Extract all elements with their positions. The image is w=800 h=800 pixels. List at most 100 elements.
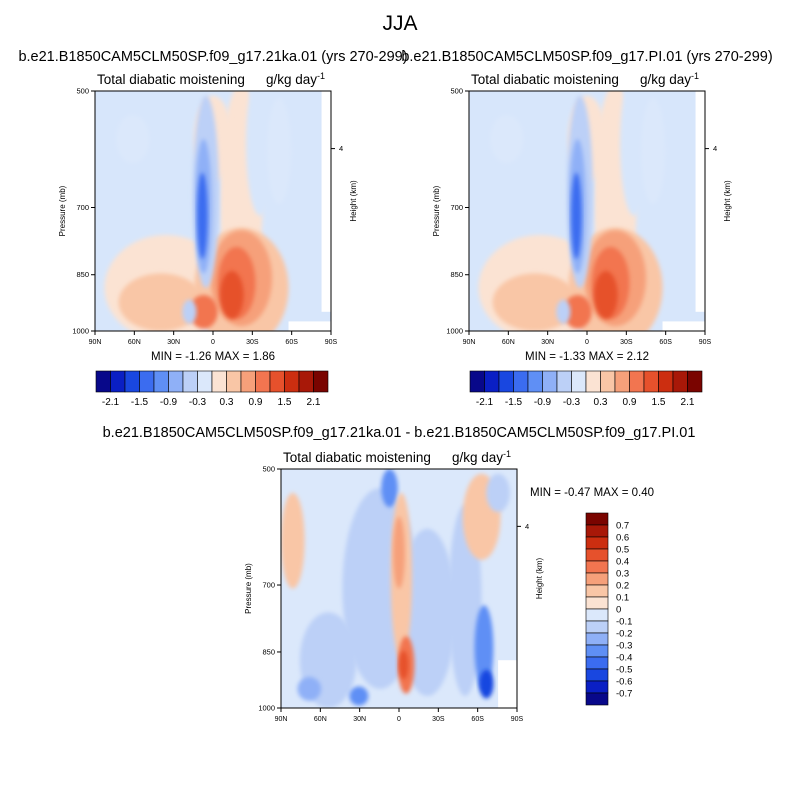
y-tick-label: 1000 [446, 327, 463, 336]
y-axis-label: Pressure (mb) [432, 185, 441, 236]
y-tick-label: 850 [76, 270, 89, 279]
colorbar-label: 0.9 [249, 397, 263, 408]
colorbar-swatch [182, 370, 198, 393]
colorbar-label: 0.3 [616, 569, 629, 580]
y-tick-label: 700 [262, 581, 275, 590]
colorbar-label: 2.1 [307, 397, 321, 408]
units-label: g/kg day-1 [266, 71, 325, 87]
units-label: g/kg day-1 [640, 71, 699, 87]
colorbar-swatch [658, 370, 674, 393]
colorbar-label: -0.4 [616, 653, 632, 664]
colorbar-swatch [139, 370, 155, 393]
colorbar-swatch [513, 370, 529, 393]
x-tick-label: 60S [659, 339, 672, 346]
x-tick-label: 60S [285, 339, 298, 346]
colorbar-swatch [585, 608, 609, 622]
height-tick-label: 4 [339, 144, 343, 153]
colorbar-swatch [498, 370, 514, 393]
colorbar-label: -0.3 [616, 641, 632, 652]
colorbar-swatch [643, 370, 659, 393]
colorbar-label: 0.1 [616, 593, 629, 604]
colorbar-swatch [585, 692, 609, 706]
colorbar-swatch [585, 668, 609, 682]
colorbar-label: 0.7 [616, 521, 629, 532]
x-tick-label: 90N [89, 339, 102, 346]
colorbar-label: -0.6 [616, 677, 632, 688]
min-max-label: MIN = -1.33 MAX = 2.12 [525, 351, 649, 363]
x-tick-label: 90S [699, 339, 712, 346]
colorbar-label: -0.3 [563, 397, 581, 408]
y-tick-label: 500 [76, 87, 89, 96]
x-tick-label: 0 [211, 339, 215, 346]
y-tick-label: 850 [450, 270, 463, 279]
colorbar-swatch [614, 370, 630, 393]
colorbar-swatch [629, 370, 645, 393]
colorbar-label: 0.3 [594, 397, 608, 408]
units-label: g/kg day-1 [452, 449, 511, 465]
colorbar-label: 1.5 [652, 397, 666, 408]
chart-panel-3: b.e21.B1850CAM5CLM50SP.f09_g17.21ka.01 -… [103, 425, 696, 723]
x-tick-label: 60N [314, 716, 327, 723]
chart-title: b.e21.B1850CAM5CLM50SP.f09_g17.21ka.01 (… [18, 49, 407, 65]
y-axis-label: Pressure (mb) [244, 563, 253, 614]
colorbar-label: -1.5 [505, 397, 523, 408]
x-tick-label: 60N [128, 339, 141, 346]
colorbar-label: -0.9 [160, 397, 178, 408]
colorbar-label: -2.1 [476, 397, 494, 408]
colorbar-label: -0.1 [616, 617, 632, 628]
colorbar-swatch [313, 370, 329, 393]
chart-panel-1: b.e21.B1850CAM5CLM50SP.f09_g17.21ka.01 (… [18, 49, 407, 408]
y-tick-label: 1000 [258, 704, 275, 713]
colorbar-swatch [585, 656, 609, 670]
colorbar-swatch [197, 370, 213, 393]
colorbar-swatch [226, 370, 242, 393]
x-tick-label: 90N [275, 716, 288, 723]
colorbar: -2.1 -1.5 -0.9 -0.3 0.3 0.9 1.5 2.1 [95, 370, 329, 408]
colorbar-swatch [556, 370, 572, 393]
contour-field [281, 469, 517, 708]
colorbar-swatch [110, 370, 126, 393]
x-tick-label: 60S [471, 716, 484, 723]
x-tick-label: 30N [167, 339, 180, 346]
colorbar: 0.70.60.50.40.30.20.10-0.1-0.2-0.3-0.4-0… [585, 512, 632, 706]
colorbar-label: 0.6 [616, 533, 629, 544]
colorbar-swatch [240, 370, 256, 393]
x-tick-label: 30S [620, 339, 633, 346]
chart-title: b.e21.B1850CAM5CLM50SP.f09_g17.21ka.01 -… [103, 425, 696, 441]
chart-subtitle-left: Total diabatic moistening [97, 72, 245, 87]
y-tick-label: 500 [262, 465, 275, 474]
colorbar-swatch [95, 370, 111, 393]
colorbar-swatch [284, 370, 300, 393]
x-tick-label: 0 [397, 716, 401, 723]
colorbar-swatch [672, 370, 688, 393]
colorbar-label: 0.2 [616, 581, 629, 592]
colorbar-swatch [585, 536, 609, 550]
colorbar-swatch [585, 644, 609, 658]
colorbar-label: -0.7 [616, 689, 632, 700]
x-tick-label: 90N [463, 339, 476, 346]
x-tick-label: 30N [353, 716, 366, 723]
x-tick-label: 30N [541, 339, 554, 346]
colorbar-label: -0.5 [616, 665, 632, 676]
colorbar-label: -2.1 [102, 397, 120, 408]
colorbar-swatch [585, 680, 609, 694]
chart-panel-2: b.e21.B1850CAM5CLM50SP.f09_g17.PI.01 (yr… [401, 49, 772, 408]
colorbar-swatch [124, 370, 140, 393]
x-tick-label: 90S [511, 716, 524, 723]
colorbar-swatch [585, 620, 609, 634]
colorbar-swatch [585, 512, 609, 526]
colorbar-swatch [585, 560, 609, 574]
colorbar-swatch [484, 370, 500, 393]
height-tick-label: 4 [525, 522, 529, 531]
colorbar-swatch [269, 370, 285, 393]
y2-axis-label: Height (km) [349, 180, 358, 222]
colorbar-label: -0.9 [534, 397, 552, 408]
colorbar-label: 2.1 [681, 397, 695, 408]
colorbar-swatch [168, 370, 184, 393]
chart-title: b.e21.B1850CAM5CLM50SP.f09_g17.PI.01 (yr… [401, 49, 772, 65]
colorbar-swatch [585, 584, 609, 598]
y2-axis-label: Height (km) [723, 180, 732, 222]
x-tick-label: 0 [585, 339, 589, 346]
colorbar-label: 1.5 [278, 397, 292, 408]
